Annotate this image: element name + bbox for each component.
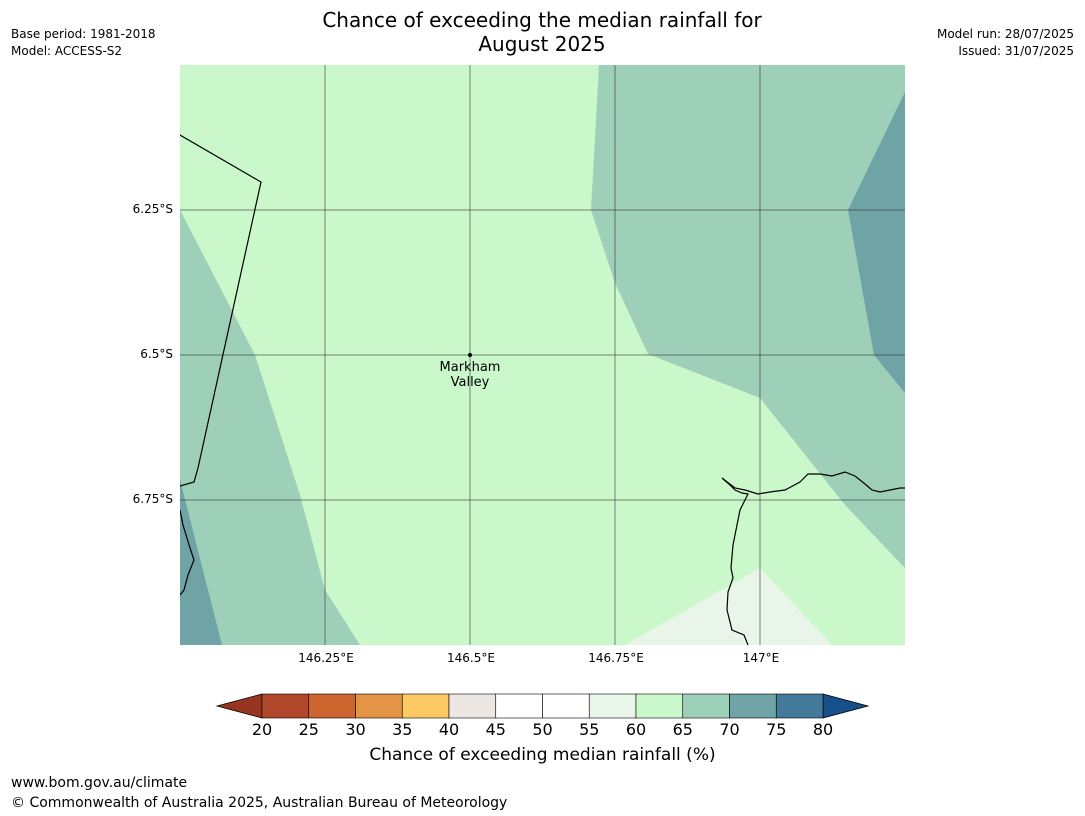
colorbar-under-arrow bbox=[217, 694, 262, 718]
colorbar-cell bbox=[636, 694, 683, 718]
colorbar-tick-label: 65 bbox=[663, 720, 703, 739]
colorbar-tick-label: 75 bbox=[756, 720, 796, 739]
colorbar-cell bbox=[776, 694, 823, 718]
lat-tick-6-25: 6.25°S bbox=[133, 202, 173, 216]
colorbar-cell bbox=[543, 694, 590, 718]
colorbar-cell bbox=[262, 694, 309, 718]
place-label-line-1: Markham bbox=[420, 360, 520, 375]
lat-tick-6-5: 6.5°S bbox=[140, 347, 173, 361]
colorbar-tick-label: 25 bbox=[289, 720, 329, 739]
colorbar-cell bbox=[356, 694, 403, 718]
place-marker bbox=[468, 353, 472, 357]
map-svg bbox=[0, 0, 1085, 816]
colorbar-tick-label: 45 bbox=[476, 720, 516, 739]
lon-tick-147: 147°E bbox=[711, 651, 811, 665]
colorbar-tick-label: 35 bbox=[382, 720, 422, 739]
colorbar-cell bbox=[730, 694, 777, 718]
colorbar-tick-label: 70 bbox=[710, 720, 750, 739]
lon-tick-146-75: 146.75°E bbox=[566, 651, 666, 665]
colorbar-tick-label: 40 bbox=[429, 720, 469, 739]
colorbar-over-arrow bbox=[823, 694, 868, 718]
colorbar-cell bbox=[496, 694, 543, 718]
map-frame bbox=[180, 65, 905, 645]
lat-tick-6-75: 6.75°S bbox=[133, 492, 173, 506]
colorbar-tick-label: 50 bbox=[523, 720, 563, 739]
colorbar-label: Chance of exceeding median rainfall (%) bbox=[217, 745, 868, 765]
colorbar-cell bbox=[589, 694, 636, 718]
colorbar-cell bbox=[449, 694, 496, 718]
colorbar-cells bbox=[262, 694, 823, 718]
colorbar-cell bbox=[683, 694, 730, 718]
colorbar-tick-label: 55 bbox=[569, 720, 609, 739]
colorbar-cell bbox=[402, 694, 449, 718]
lon-tick-146-25: 146.25°E bbox=[276, 651, 376, 665]
colorbar-tick-label: 20 bbox=[242, 720, 282, 739]
footer-url[interactable]: www.bom.gov.au/climate bbox=[11, 775, 187, 791]
lon-tick-146-5: 146.5°E bbox=[421, 651, 521, 665]
colorbar bbox=[217, 694, 868, 718]
place-label-line-2: Valley bbox=[420, 375, 520, 390]
colorbar-cell bbox=[309, 694, 356, 718]
colorbar-tick-label: 60 bbox=[616, 720, 656, 739]
colorbar-tick-label: 30 bbox=[336, 720, 376, 739]
footer-copyright: © Commonwealth of Australia 2025, Austra… bbox=[11, 795, 507, 811]
place-label: Markham Valley bbox=[420, 360, 520, 390]
colorbar-tick-label: 80 bbox=[803, 720, 843, 739]
